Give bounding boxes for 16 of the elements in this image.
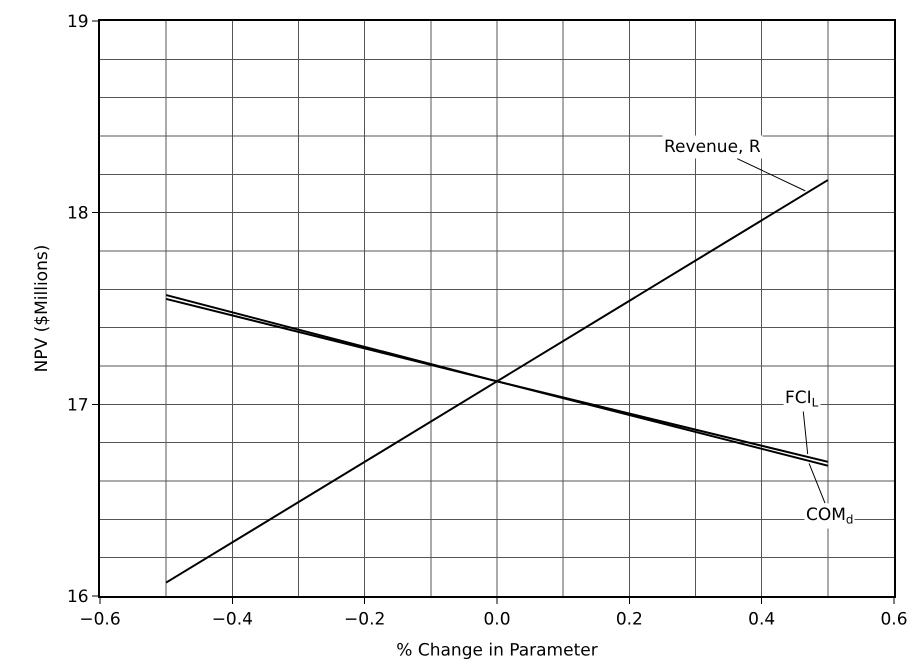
text: FCI$_{L}$	[785, 388, 819, 410]
x-tick-label: 0.0	[483, 609, 511, 630]
y-tick-label: 18	[66, 204, 89, 224]
x-tick-label: −0.2	[344, 609, 386, 630]
y-axis-title: NPV ($Millions)	[32, 244, 52, 372]
x-tick-label: 0.4	[748, 609, 776, 630]
y-tick-label: 16	[66, 586, 89, 607]
x-tick-label: −0.6	[79, 609, 121, 630]
text: Revenue, R	[664, 137, 761, 157]
x-tick-label: 0.6	[880, 609, 908, 630]
y-tick-label: 19	[66, 12, 89, 32]
text: COM$_{d}$	[806, 505, 854, 527]
x-tick-label: −0.4	[212, 609, 253, 630]
y-tick-label: 17	[66, 395, 89, 416]
x-axis-title: % Change in Parameter	[396, 640, 598, 660]
x-tick-label: 0.2	[616, 609, 643, 630]
